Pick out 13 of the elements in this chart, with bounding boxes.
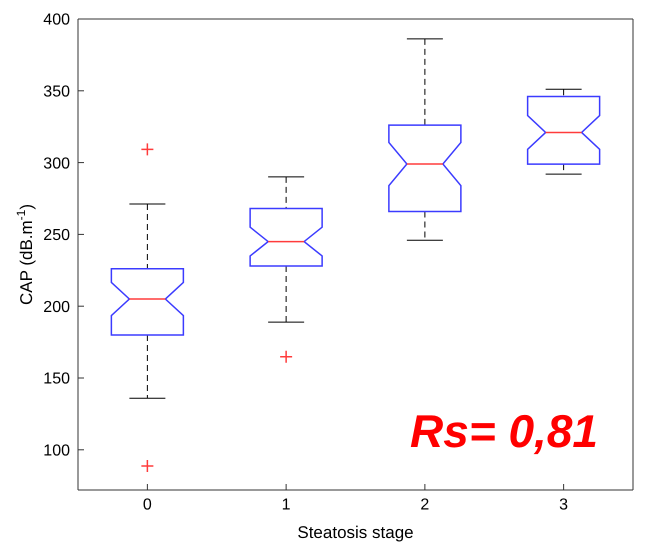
y-tick-label: 300 <box>43 155 70 172</box>
x-tick-label: 3 <box>559 496 568 514</box>
y-tick-label: 250 <box>43 227 70 244</box>
x-tick-label: 0 <box>142 496 152 514</box>
y-tick-label: 400 <box>43 12 70 29</box>
annotation: Rs= 0,81 <box>410 404 598 458</box>
x-tick-label: 1 <box>282 496 291 514</box>
x-axis-title: Steatosis stage <box>297 523 414 542</box>
y-tick-label: 150 <box>43 370 70 388</box>
y-tick-label: 100 <box>43 442 70 460</box>
x-tick-label: 2 <box>420 496 430 514</box>
y-tick-label: 350 <box>43 83 70 100</box>
y-tick-label: 200 <box>43 298 70 316</box>
